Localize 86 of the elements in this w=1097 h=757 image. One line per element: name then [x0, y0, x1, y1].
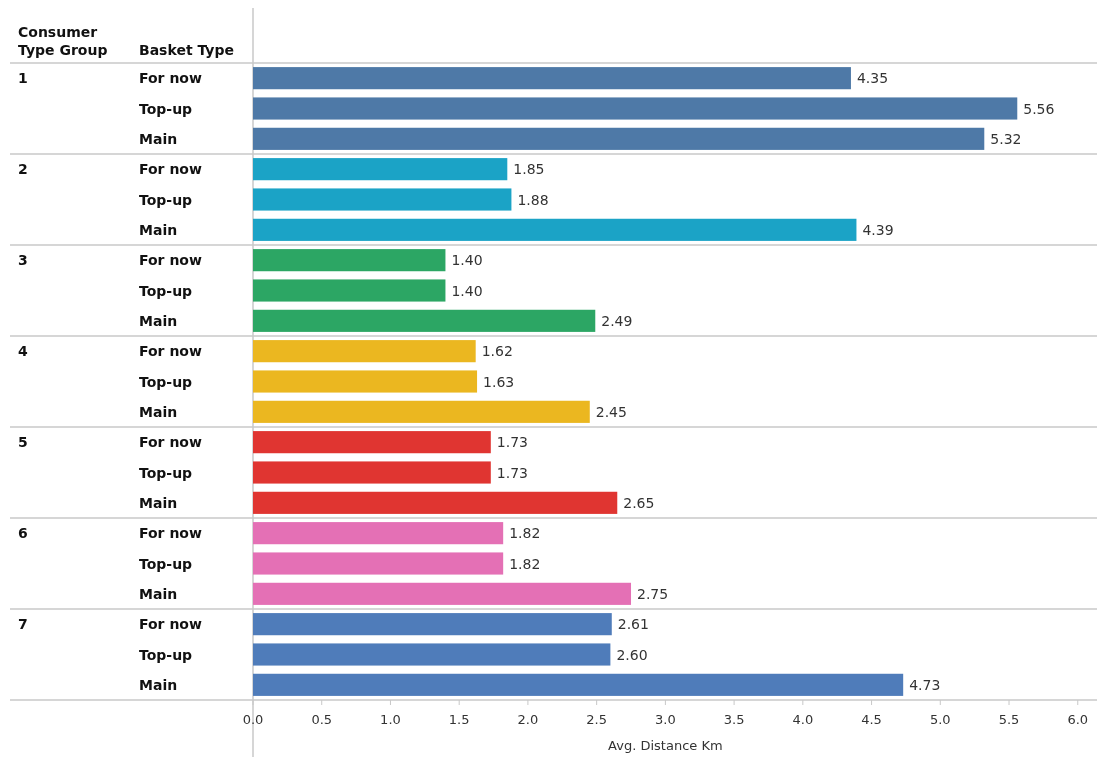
bar: [253, 188, 512, 211]
bar: [253, 309, 596, 332]
bar: [253, 643, 611, 666]
y2-tick-label: 2: [18, 161, 28, 178]
data-label: 5.32: [990, 130, 1022, 147]
bar: [253, 491, 618, 514]
x-tick-label: 0.0: [242, 712, 264, 727]
bar: [253, 340, 476, 363]
x-axis-title: Avg. Distance Km: [608, 738, 723, 753]
data-label: 2.60: [616, 646, 648, 663]
bar: [253, 97, 1018, 120]
y-tick-label: Top-up: [139, 373, 193, 390]
bar: [253, 582, 632, 605]
bar: [253, 461, 491, 484]
y2-tick-label: 5: [18, 434, 28, 451]
x-tick-label: 2.5: [586, 712, 607, 727]
bar: [253, 370, 478, 393]
x-tick-label: 2.0: [517, 712, 539, 727]
data-label: 1.85: [513, 161, 545, 178]
y-tick-label: Top-up: [139, 646, 193, 663]
bar: [253, 613, 612, 636]
y-tick-label: Top-up: [139, 555, 193, 572]
data-label: 2.45: [595, 403, 627, 420]
x-tick-label: 3.5: [723, 712, 745, 727]
data-label: 1.62: [481, 343, 513, 360]
data-label: 2.49: [601, 312, 633, 329]
y-tick-label: Top-up: [139, 191, 193, 208]
x-tick-label: 4.0: [792, 712, 814, 727]
data-label: 1.88: [517, 191, 549, 208]
y-tick-label: Main: [139, 312, 178, 329]
x-tick-label: 1.5: [448, 712, 470, 727]
y-tick-label: Main: [139, 494, 178, 511]
y-tick-label: For now: [139, 434, 202, 451]
data-label: 1.63: [483, 373, 515, 390]
data-label: 4.73: [909, 676, 941, 693]
data-label: 1.40: [451, 252, 483, 269]
y-tick-label: Top-up: [139, 464, 193, 481]
y-tick-label: For now: [139, 70, 202, 87]
x-tick-label: 4.5: [861, 712, 882, 727]
bar: [253, 127, 985, 150]
data-label: 1.82: [509, 555, 541, 572]
x-tick-label: 1.0: [380, 712, 401, 727]
y-tick-label: For now: [139, 252, 202, 269]
y-tick-label: Main: [139, 676, 178, 693]
data-label: 1.73: [496, 434, 528, 451]
bar: [253, 522, 504, 545]
y-axis-title: Basket Type: [139, 42, 234, 58]
data-label: 2.65: [623, 494, 655, 511]
x-tick-label: 5.0: [929, 712, 951, 727]
y2-axis-title: Consumer Type Group: [18, 24, 108, 58]
y2-tick-label: 1: [18, 70, 28, 87]
y-tick-label: For now: [139, 161, 202, 178]
data-label: 5.56: [1023, 100, 1055, 117]
bar: [253, 400, 590, 423]
x-tick-label: 6.0: [1067, 712, 1089, 727]
bar: [253, 67, 851, 90]
data-label: 2.75: [637, 585, 669, 602]
y-tick-label: Main: [139, 130, 178, 147]
y2-tick-label: 4: [18, 343, 28, 360]
data-label: 1.82: [509, 525, 541, 542]
bar: [253, 431, 491, 454]
bar: [253, 552, 504, 575]
bar: [253, 673, 904, 696]
bar: [253, 279, 446, 302]
bar: [253, 218, 857, 241]
y-tick-label: For now: [139, 616, 202, 633]
y2-tick-label: 7: [18, 616, 28, 633]
data-label: 4.35: [856, 70, 889, 87]
x-tick-label: 5.5: [998, 712, 1020, 727]
y2-tick-label: 3: [18, 252, 28, 269]
data-label: 1.40: [451, 282, 483, 299]
y-tick-label: Main: [139, 221, 178, 238]
bar: [253, 249, 446, 272]
y-tick-label: Main: [139, 585, 178, 602]
data-label: 2.61: [617, 616, 649, 633]
x-tick-label: 3.0: [655, 712, 676, 727]
y2-tick-label: 6: [18, 525, 28, 542]
y-tick-label: Main: [139, 403, 178, 420]
y-tick-label: For now: [139, 343, 202, 360]
y-tick-label: Top-up: [139, 282, 193, 299]
data-label: 4.39: [862, 221, 894, 238]
y-tick-label: For now: [139, 525, 202, 542]
x-tick-label: 0.5: [311, 712, 333, 727]
data-label: 1.73: [496, 464, 528, 481]
y-tick-label: Top-up: [139, 100, 193, 117]
bar: [253, 158, 508, 181]
